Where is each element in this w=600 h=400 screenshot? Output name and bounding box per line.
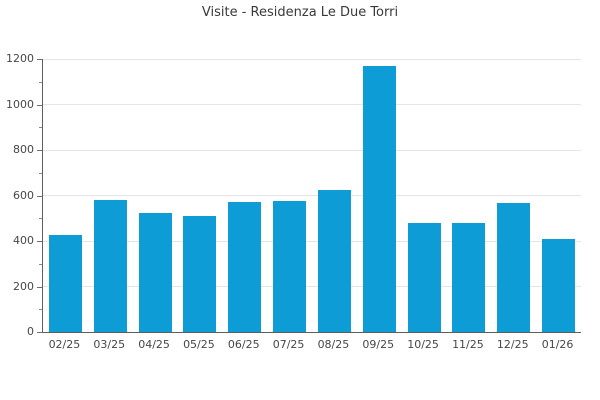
- y-axis-minor-tick-mark: [39, 127, 42, 129]
- y-axis-minor-tick-mark: [39, 218, 42, 220]
- plot-area: [42, 58, 581, 333]
- bar-06/25: [228, 202, 262, 332]
- bar-11/25: [452, 222, 486, 332]
- y-axis-tick-label: 200: [13, 279, 34, 293]
- y-axis-minor-tick-mark: [39, 172, 42, 174]
- bar-09/25: [362, 65, 396, 332]
- y-axis-minor-tick-mark: [39, 309, 42, 311]
- bar-03/25: [93, 200, 127, 332]
- bar-08/25: [317, 189, 351, 332]
- x-axis-tick-label: 02/25: [48, 338, 81, 351]
- x-axis-tick-label: 10/25: [407, 338, 439, 351]
- bar-10/25: [407, 222, 441, 332]
- y-axis-tick-label: 1200: [6, 52, 34, 65]
- x-axis-tick-label: 05/25: [183, 338, 215, 351]
- bar-slot: [222, 59, 267, 332]
- bar-slot: [491, 59, 536, 332]
- bar-02/25: [48, 235, 82, 332]
- chart-title: Visite - Residenza Le Due Torri: [201, 5, 399, 20]
- y-axis-major-tick-mark: [37, 150, 42, 151]
- x-axis-tick-label: 03/25: [93, 338, 126, 351]
- bar-07/25: [273, 201, 307, 332]
- y-axis-major-tick-mark: [37, 195, 42, 197]
- y-axis-major-tick-mark: [37, 286, 42, 288]
- gridline: [43, 149, 581, 151]
- x-axis-tick-label: 04/25: [138, 338, 170, 351]
- y-axis-tick-label: 400: [13, 234, 34, 247]
- gridline: [43, 104, 581, 105]
- x-axis-tick-label: 09/25: [362, 338, 395, 351]
- x-axis-tick-label: 08/25: [317, 338, 350, 351]
- y-axis-minor-tick-mark: [39, 81, 42, 83]
- gridline: [43, 195, 581, 196]
- y-axis-major-tick-mark: [37, 332, 42, 333]
- y-axis-major-tick-mark: [37, 241, 42, 242]
- bar-slot: [402, 59, 447, 332]
- y-axis-tick-label: 600: [13, 188, 34, 202]
- x-axis-tick-label: 12/25: [496, 338, 529, 351]
- y-axis-major-tick-mark: [37, 104, 42, 106]
- y-axis-tick-label: 1000: [6, 97, 34, 111]
- bar-slot: [446, 59, 491, 332]
- x-axis-tick-label: 06/25: [227, 338, 260, 351]
- bar-slot: [133, 59, 178, 332]
- bar-04/25: [138, 212, 172, 332]
- bar-slot: [177, 59, 222, 332]
- bars-layer: [43, 59, 581, 332]
- x-axis-tick-label: 11/25: [452, 338, 484, 351]
- bar-slot: [267, 59, 312, 332]
- gridline: [43, 58, 581, 60]
- y-axis-tick-label: 800: [13, 143, 34, 156]
- bar-05/25: [183, 215, 217, 332]
- bar-slot: [357, 59, 402, 332]
- bar-12/25: [497, 203, 531, 332]
- gridline: [43, 240, 581, 242]
- bar-slot: [312, 59, 357, 332]
- x-axis-tick-label: 01/26: [541, 338, 574, 351]
- bar-01/26: [542, 238, 576, 332]
- y-axis-tick-label: 0: [27, 325, 34, 338]
- bar-slot: [43, 59, 88, 332]
- gridline: [43, 286, 581, 287]
- x-axis-tick-label: 07/25: [272, 338, 305, 351]
- y-axis-major-tick-mark: [37, 59, 42, 60]
- y-axis-minor-tick-mark: [39, 263, 42, 265]
- bar-slot: [88, 59, 133, 332]
- bar-slot: [536, 59, 581, 332]
